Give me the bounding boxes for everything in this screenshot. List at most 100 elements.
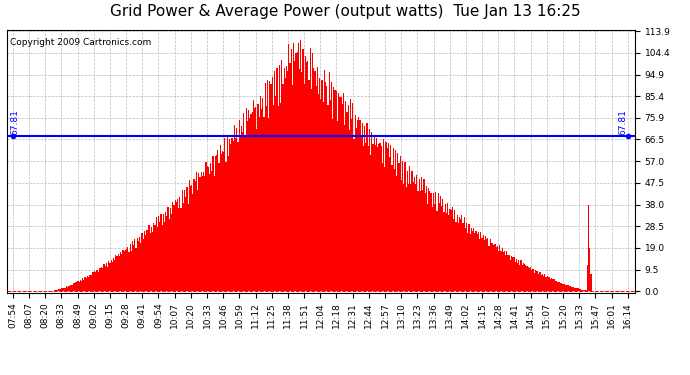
- Bar: [121, 254, 122, 291]
- Bar: [327, 105, 328, 291]
- Bar: [152, 232, 153, 291]
- Text: Copyright 2009 Cartronics.com: Copyright 2009 Cartronics.com: [10, 38, 151, 47]
- Bar: [267, 80, 268, 291]
- Bar: [497, 246, 498, 291]
- Bar: [318, 94, 319, 291]
- Bar: [214, 176, 215, 291]
- Bar: [432, 207, 433, 291]
- Bar: [208, 167, 209, 291]
- Bar: [201, 176, 203, 291]
- Bar: [335, 92, 337, 291]
- Bar: [574, 288, 575, 291]
- Bar: [308, 80, 310, 291]
- Bar: [130, 251, 132, 291]
- Bar: [74, 284, 75, 291]
- Bar: [455, 222, 457, 291]
- Bar: [575, 288, 576, 291]
- Bar: [128, 252, 130, 291]
- Bar: [457, 223, 459, 291]
- Bar: [76, 282, 77, 291]
- Bar: [324, 70, 325, 291]
- Bar: [446, 213, 447, 291]
- Bar: [498, 251, 499, 291]
- Bar: [529, 268, 530, 291]
- Bar: [576, 288, 578, 291]
- Bar: [293, 43, 294, 291]
- Bar: [564, 284, 566, 291]
- Bar: [396, 176, 397, 291]
- Bar: [203, 172, 204, 291]
- Bar: [261, 109, 262, 291]
- Bar: [66, 286, 67, 291]
- Bar: [588, 204, 589, 291]
- Bar: [312, 53, 313, 291]
- Bar: [331, 81, 332, 291]
- Bar: [147, 230, 148, 291]
- Bar: [146, 230, 147, 291]
- Bar: [165, 211, 166, 291]
- Bar: [101, 267, 102, 291]
- Bar: [328, 72, 330, 291]
- Bar: [290, 49, 292, 291]
- Bar: [106, 263, 107, 291]
- Bar: [338, 93, 339, 291]
- Bar: [453, 219, 454, 291]
- Bar: [284, 68, 285, 291]
- Bar: [100, 268, 101, 291]
- Bar: [181, 190, 183, 291]
- Bar: [344, 125, 345, 291]
- Bar: [490, 239, 491, 291]
- Bar: [370, 156, 371, 291]
- Bar: [548, 277, 549, 291]
- Bar: [388, 143, 389, 291]
- Bar: [505, 255, 506, 291]
- Bar: [435, 192, 436, 291]
- Bar: [377, 147, 378, 291]
- Bar: [233, 141, 234, 291]
- Bar: [509, 255, 510, 291]
- Bar: [369, 129, 370, 291]
- Bar: [401, 180, 402, 291]
- Bar: [230, 144, 231, 291]
- Bar: [239, 135, 241, 291]
- Bar: [464, 217, 465, 291]
- Bar: [517, 263, 518, 291]
- Bar: [244, 136, 246, 291]
- Bar: [484, 240, 485, 291]
- Bar: [264, 83, 266, 291]
- Bar: [168, 219, 170, 291]
- Bar: [436, 211, 437, 291]
- Bar: [330, 99, 331, 291]
- Bar: [546, 276, 548, 291]
- Bar: [502, 248, 503, 291]
- Bar: [305, 56, 306, 291]
- Bar: [297, 52, 298, 291]
- Bar: [148, 225, 150, 291]
- Bar: [553, 279, 555, 291]
- Bar: [313, 68, 315, 291]
- Bar: [437, 193, 439, 291]
- Bar: [260, 96, 261, 291]
- Bar: [241, 126, 242, 291]
- Bar: [467, 232, 469, 291]
- Bar: [206, 166, 208, 291]
- Bar: [411, 171, 413, 291]
- Bar: [391, 165, 393, 291]
- Bar: [406, 171, 408, 291]
- Bar: [525, 265, 526, 291]
- Bar: [69, 286, 70, 291]
- Bar: [493, 244, 495, 291]
- Bar: [351, 119, 353, 291]
- Bar: [413, 182, 414, 291]
- Text: Grid Power & Average Power (output watts)  Tue Jan 13 16:25: Grid Power & Average Power (output watts…: [110, 4, 580, 19]
- Bar: [487, 238, 489, 291]
- Bar: [441, 206, 442, 291]
- Bar: [429, 191, 431, 291]
- Bar: [350, 99, 351, 291]
- Bar: [480, 232, 482, 291]
- Bar: [120, 252, 121, 291]
- Bar: [482, 236, 484, 291]
- Bar: [114, 261, 115, 291]
- Bar: [150, 233, 151, 291]
- Bar: [198, 173, 199, 291]
